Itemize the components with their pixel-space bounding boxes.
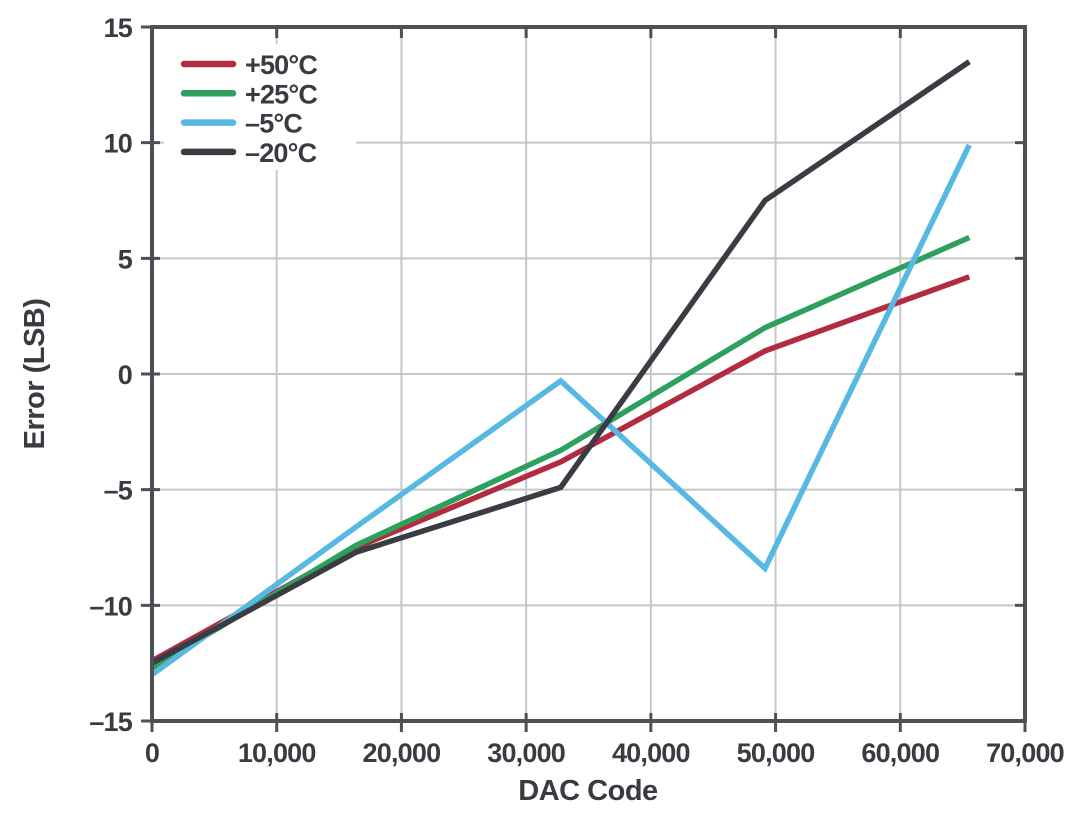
legend-label-minus-20c: –20°C [245, 138, 317, 168]
x-tick-label: 0 [145, 738, 159, 768]
series-line-minus-5c [150, 143, 972, 677]
y-tick-label: 0 [118, 360, 132, 390]
x-tick-label: 10,000 [238, 738, 316, 768]
x-tick-label: 70,000 [986, 738, 1064, 768]
series-line-plus-50c [150, 274, 971, 664]
x-tick-label: 40,000 [612, 738, 690, 768]
series-line-minus-20c [150, 59, 971, 666]
y-tick-label: 5 [118, 244, 133, 274]
x-tick-label: 30,000 [487, 738, 565, 768]
plot-area: 0 10,000 20,000 30,000 40,000 50,000 60,000 70,… [89, 13, 1064, 768]
y-tick-label: 15 [104, 13, 133, 43]
y-tick-label: –5 [104, 476, 133, 506]
y-axis-title: Error (LSB) [19, 299, 51, 450]
y-tick-label: –10 [89, 591, 132, 621]
legend-label-plus-25c: +25°C [245, 79, 317, 109]
x-axis-title: DAC Code [518, 775, 658, 807]
x-tick-label: 20,000 [363, 738, 441, 768]
series-line-plus-25c [150, 234, 971, 671]
y-tick-label: 10 [104, 129, 132, 159]
x-tick-label: 50,000 [737, 738, 815, 768]
x-tick-label: 60,000 [861, 738, 939, 768]
legend-label-plus-50c: +50°C [245, 50, 317, 80]
legend-label-minus-5c: –5°C [245, 109, 302, 139]
y-tick-label: –15 [89, 707, 132, 737]
